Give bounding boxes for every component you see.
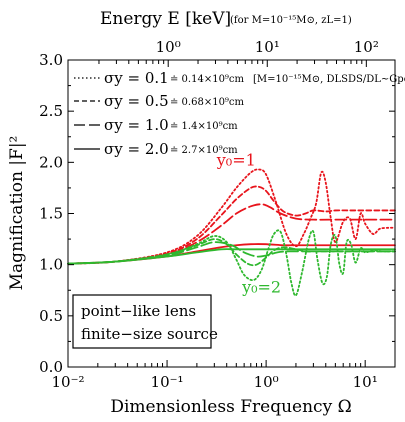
series-line-y0-1-short-dash xyxy=(67,185,396,265)
top-axis-title: Energy E [keV] xyxy=(100,9,231,29)
legend: σy = 0.1 ≐ 0.14×10⁹cm [M=10⁻¹⁵M⊙, DLSDS/… xyxy=(74,69,405,158)
legend-sigma-1: σy = 0.1 xyxy=(104,69,169,87)
info-box-line-1: point−like lens xyxy=(81,302,196,320)
series-layer xyxy=(67,168,396,297)
y-tick-label: 1.5 xyxy=(39,205,63,223)
top-tick-label: 10² xyxy=(354,38,379,56)
legend-size-4: ≐ 2.7×10⁹cm xyxy=(170,145,238,156)
x-tick-label: 10⁰ xyxy=(254,373,279,391)
top-tick-label: 10¹ xyxy=(255,38,280,56)
annotation-y0-1: y₀=1 xyxy=(216,150,256,169)
annotation-y0-2: y₀=2 xyxy=(241,277,281,296)
series-line-y0-1-dotted xyxy=(67,168,396,265)
legend-size-1: ≐ 0.14×10⁹cm xyxy=(170,74,245,85)
series-line-y0-2-solid xyxy=(67,248,396,265)
legend-sigma-2: σy = 0.5 xyxy=(104,92,169,110)
info-box-line-2: finite−size source xyxy=(81,325,218,343)
series-line-y0-2-long-dash xyxy=(67,241,396,265)
info-box-frame xyxy=(72,294,212,349)
series-line-y0-1-long-dash xyxy=(67,203,396,265)
y-tick-label: 2.5 xyxy=(39,102,63,120)
legend-size-2: ≐ 0.68×10⁹cm xyxy=(170,97,245,108)
legend-sigma-4: σy = 2.0 xyxy=(104,140,169,158)
y-tick-label: 0.5 xyxy=(39,307,63,325)
top-axis-note: (for M=10⁻¹⁵M⊙, zL=1) xyxy=(230,15,352,26)
info-box: point−like lens finite−size source xyxy=(72,294,218,349)
x-tick-label: 10¹ xyxy=(353,373,378,391)
y-axis-title: Magnification |F|² xyxy=(7,136,27,291)
legend-size-3: ≐ 1.4×10⁹cm xyxy=(170,121,238,132)
y-tick-label: 0.0 xyxy=(39,358,63,376)
legend-sigma-3: σy = 1.0 xyxy=(104,116,169,134)
x-axis-title: Dimensionless Frequency Ω xyxy=(110,397,351,417)
series-line-y0-2-dotted xyxy=(67,229,396,297)
legend-extra-1: [M=10⁻¹⁵M⊙, DLSDS/DL~Gpc] xyxy=(253,74,405,85)
top-tick-label: 10⁰ xyxy=(156,38,181,56)
y-tick-label: 1.0 xyxy=(39,256,63,274)
y-tick-label: 3.0 xyxy=(39,51,63,69)
x-tick-label: 10⁻² xyxy=(51,373,84,391)
tick-layer: 0.0 0.5 1.0 1.5 2.0 2.5 3.0 10⁻² 10⁻¹ 10⁰ 10¹ 10⁰ 10… xyxy=(39,38,396,391)
y-tick-label: 2.0 xyxy=(39,153,63,171)
plot-frame xyxy=(67,59,396,368)
x-tick-label: 10⁻¹ xyxy=(151,373,184,391)
